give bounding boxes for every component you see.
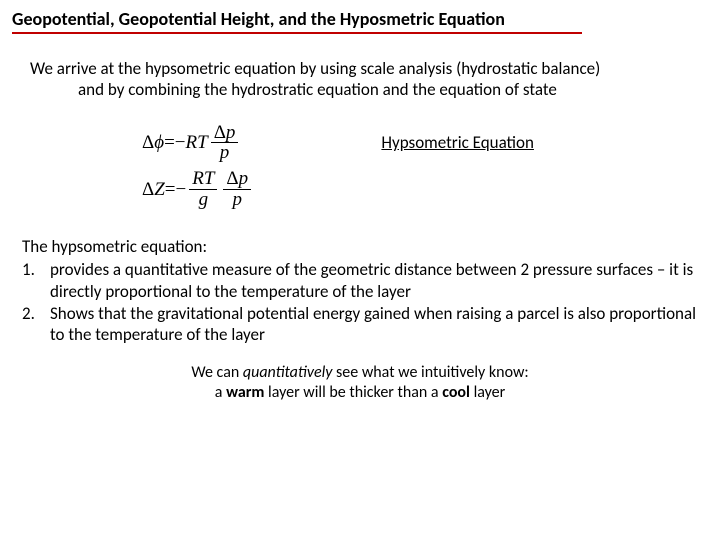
p-var: p xyxy=(226,122,236,143)
equals: = xyxy=(165,179,176,201)
fraction-dp-p: Δp p xyxy=(211,123,239,164)
equation-1-row: Δϕ = − RT Δp p Hypsometric Equation xyxy=(142,123,708,164)
list-text: provides a quantitative measure of the g… xyxy=(50,259,708,302)
p-var: p xyxy=(239,168,249,189)
list-item: 2. Shows that the gravitational potentia… xyxy=(22,303,708,346)
footer-2c: layer xyxy=(470,383,505,402)
list-intro: The hypsometric equation: xyxy=(22,236,708,257)
intro-line2: and by combining the hydrostratic equati… xyxy=(78,79,557,100)
ordered-list: 1. provides a quantitative measure of th… xyxy=(22,259,708,345)
footer-2b: layer will be thicker than a xyxy=(264,383,442,402)
list-item: 1. provides a quantitative measure of th… xyxy=(22,259,708,302)
p-var: p xyxy=(217,143,233,163)
delta-symbol: Δ xyxy=(214,122,226,143)
z-var: Z xyxy=(154,179,165,201)
r-var: R xyxy=(186,132,198,154)
phi-var: ϕ xyxy=(154,132,164,154)
g-den: g xyxy=(196,190,212,210)
footer-text: We can quantitatively see what we intuit… xyxy=(12,363,708,403)
t-var: T xyxy=(197,132,208,154)
delta-symbol: Δ xyxy=(142,132,154,154)
equation-2-row: ΔZ = − RT g Δp p xyxy=(142,169,708,210)
minus: − xyxy=(175,132,186,154)
equation-2: ΔZ = − RT g Δp p xyxy=(142,169,254,210)
footer-1a: We can xyxy=(191,363,243,382)
equation-1: Δϕ = − RT Δp p xyxy=(142,123,241,164)
p-var: p xyxy=(230,190,246,210)
fraction-dp-p-2: Δp p xyxy=(223,169,251,210)
footer-warm: warm xyxy=(226,383,264,402)
rt-num: RT xyxy=(189,169,217,190)
intro-line1: We arrive at the hypsometric equation by… xyxy=(30,58,600,79)
equals: = xyxy=(164,132,175,154)
delta-symbol: Δ xyxy=(142,179,154,201)
footer-em: quantitatively xyxy=(243,363,333,382)
minus: − xyxy=(176,179,187,201)
intro-text: We arrive at the hypsometric equation by… xyxy=(30,58,698,101)
list-number: 2. xyxy=(22,303,50,346)
footer-2a: a xyxy=(215,383,226,402)
fraction-rt-g: RT g xyxy=(189,169,217,210)
list-number: 1. xyxy=(22,259,50,302)
footer-cool: cool xyxy=(442,383,470,402)
equation-block: Δϕ = − RT Δp p Hypsometric Equation ΔZ =… xyxy=(142,123,708,211)
list-text: Shows that the gravitational potential e… xyxy=(50,303,708,346)
delta-symbol: Δ xyxy=(226,168,238,189)
slide-title: Geopotential, Geopotential Height, and t… xyxy=(12,8,582,34)
footer-1b: see what we intuitively know: xyxy=(332,363,528,382)
equation-label: Hypsometric Equation xyxy=(381,132,534,153)
